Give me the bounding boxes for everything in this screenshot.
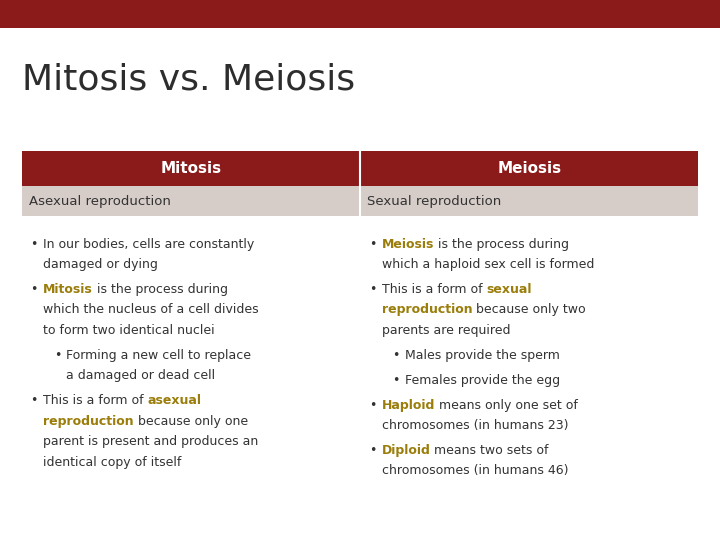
Text: is the process during: is the process during (434, 238, 569, 251)
Text: means two sets of: means two sets of (431, 444, 549, 457)
Text: •: • (369, 444, 376, 457)
Text: In our bodies, cells are constantly: In our bodies, cells are constantly (43, 238, 254, 251)
Text: Asexual reproduction: Asexual reproduction (29, 194, 171, 208)
Text: chromosomes (in humans 46): chromosomes (in humans 46) (382, 464, 568, 477)
Text: Haploid: Haploid (382, 399, 435, 411)
Bar (0, 0, 720, 28)
Text: •: • (369, 399, 376, 411)
Bar (360, 186, 698, 216)
Text: asexual: asexual (148, 394, 202, 407)
Text: •: • (30, 283, 37, 296)
Text: Sexual reproduction: Sexual reproduction (367, 194, 501, 208)
Text: Females provide the egg: Females provide the egg (405, 374, 559, 387)
Bar (22, 151, 360, 186)
Text: to form two identical nuclei: to form two identical nuclei (43, 324, 215, 337)
Text: is the process during: is the process during (93, 283, 228, 296)
Text: Mitosis: Mitosis (43, 283, 93, 296)
Text: a damaged or dead cell: a damaged or dead cell (66, 369, 215, 382)
Text: parents are required: parents are required (382, 324, 510, 337)
Text: parent is present and produces an: parent is present and produces an (43, 435, 258, 448)
Text: Males provide the sperm: Males provide the sperm (405, 349, 559, 362)
Text: Meiosis: Meiosis (497, 161, 562, 176)
Text: chromosomes (in humans 23): chromosomes (in humans 23) (382, 419, 568, 432)
Text: Forming a new cell to replace: Forming a new cell to replace (66, 349, 251, 362)
Text: •: • (392, 374, 400, 387)
Text: Diploid: Diploid (382, 444, 431, 457)
Text: •: • (54, 349, 61, 362)
Bar (22, 186, 360, 216)
Text: •: • (30, 238, 37, 251)
Text: •: • (30, 394, 37, 407)
Text: Mitosis vs. Meiosis: Mitosis vs. Meiosis (22, 62, 355, 96)
Text: •: • (369, 283, 376, 296)
Text: Meiosis: Meiosis (382, 238, 434, 251)
Text: reproduction: reproduction (382, 303, 472, 316)
Text: because only one: because only one (134, 415, 248, 428)
Text: sexual: sexual (486, 283, 532, 296)
Text: means only one set of: means only one set of (435, 399, 578, 411)
Text: identical copy of itself: identical copy of itself (43, 456, 181, 469)
Text: This is a form of: This is a form of (43, 394, 148, 407)
Text: which the nucleus of a cell divides: which the nucleus of a cell divides (43, 303, 258, 316)
Text: •: • (369, 238, 376, 251)
Text: damaged or dying: damaged or dying (43, 258, 158, 271)
Text: because only two: because only two (472, 303, 586, 316)
Text: •: • (392, 349, 400, 362)
Bar (360, 151, 698, 186)
Text: reproduction: reproduction (43, 415, 134, 428)
Text: Mitosis: Mitosis (161, 161, 221, 176)
Text: which a haploid sex cell is formed: which a haploid sex cell is formed (382, 258, 594, 271)
Text: This is a form of: This is a form of (382, 283, 486, 296)
